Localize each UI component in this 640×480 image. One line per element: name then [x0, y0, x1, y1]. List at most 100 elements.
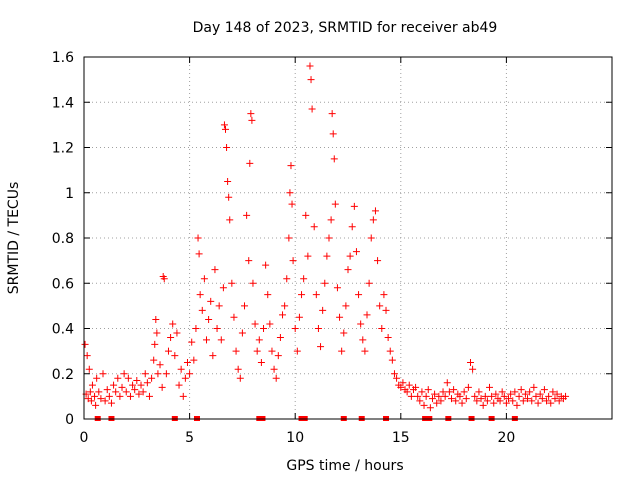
data-point: [507, 390, 515, 398]
data-point: [228, 279, 236, 287]
data-point: [426, 404, 434, 412]
data-point: [374, 257, 382, 265]
data-point: [171, 352, 179, 360]
data-point: [202, 336, 210, 344]
data-point: [321, 279, 329, 287]
data-point: [363, 311, 371, 319]
data-point: [371, 207, 379, 215]
y-tick-label: 0.8: [52, 231, 74, 247]
data-point: [530, 383, 538, 391]
data-point: [198, 306, 206, 314]
data-point: [116, 392, 124, 400]
y-tick-label: 0.6: [52, 276, 74, 292]
data-point: [286, 189, 294, 197]
data-point: [328, 110, 336, 118]
data-point: [195, 250, 203, 258]
y-tick-label: 0: [65, 412, 74, 428]
data-point: [433, 399, 441, 407]
data-point: [490, 399, 498, 407]
data-point: [160, 275, 168, 283]
data-point: [526, 388, 534, 396]
data-point: [137, 381, 145, 389]
data-point: [291, 325, 299, 332]
x-tick-label: 0: [80, 430, 89, 446]
data-point: [336, 313, 344, 321]
data-point: [330, 155, 338, 163]
data-point: [458, 399, 466, 407]
data-point: [414, 392, 422, 400]
data-point: [310, 223, 318, 231]
data-point: [101, 397, 109, 405]
data-point: [492, 390, 500, 398]
data-point: [279, 311, 287, 319]
data-point: [517, 386, 525, 394]
data-point: [288, 200, 296, 208]
data-point: [357, 320, 365, 328]
data-point: [107, 399, 115, 407]
y-tick-label: 0.2: [52, 367, 74, 383]
data-point: [283, 275, 291, 283]
x-tick-label: 20: [497, 430, 515, 446]
data-point: [422, 392, 430, 400]
data-point: [145, 392, 153, 400]
data-point: [466, 358, 474, 366]
data-point: [439, 388, 447, 396]
data-point: [213, 325, 221, 332]
data-point: [380, 291, 388, 299]
x-tick-label: 5: [185, 430, 194, 446]
data-point: [87, 397, 95, 405]
data-point: [141, 370, 149, 378]
data-point: [462, 395, 470, 403]
data-point: [122, 388, 130, 396]
data-point: [502, 399, 510, 407]
data-point: [205, 315, 213, 323]
scatter-points: [81, 62, 570, 412]
data-point: [266, 320, 274, 328]
data-point: [515, 392, 523, 400]
data-point: [167, 334, 175, 342]
data-point: [437, 397, 445, 405]
data-point: [83, 352, 91, 360]
data-point: [270, 365, 278, 373]
data-point: [424, 386, 432, 394]
data-point: [555, 397, 563, 405]
data-point: [498, 388, 506, 396]
data-point: [186, 370, 194, 378]
data-point: [481, 392, 489, 400]
data-point: [393, 374, 401, 382]
data-point: [129, 381, 137, 389]
data-point: [536, 390, 544, 398]
data-point: [103, 386, 111, 394]
data-point: [274, 352, 282, 360]
data-point: [158, 383, 166, 391]
data-point: [390, 370, 398, 378]
data-point: [386, 347, 394, 355]
data-point: [272, 374, 280, 382]
data-point: [540, 386, 548, 394]
data-point: [302, 211, 310, 219]
data-point: [443, 379, 451, 387]
data-point: [281, 302, 289, 310]
data-point: [469, 365, 477, 373]
data-point: [262, 261, 270, 269]
data-point: [153, 329, 161, 337]
data-point: [222, 125, 230, 133]
data-point: [412, 383, 420, 391]
data-point: [488, 392, 496, 400]
data-point: [327, 216, 335, 224]
data-point: [133, 377, 141, 385]
data-point: [126, 392, 134, 400]
data-point: [112, 388, 120, 396]
data-point: [329, 130, 337, 138]
data-point: [295, 313, 303, 321]
data-point: [319, 306, 327, 314]
data-point: [246, 159, 254, 167]
data-point: [384, 334, 392, 342]
data-point: [403, 388, 411, 396]
data-point: [95, 388, 103, 396]
data-point: [148, 374, 156, 382]
data-point: [156, 361, 164, 369]
data-point: [317, 343, 325, 351]
data-point: [114, 374, 122, 382]
